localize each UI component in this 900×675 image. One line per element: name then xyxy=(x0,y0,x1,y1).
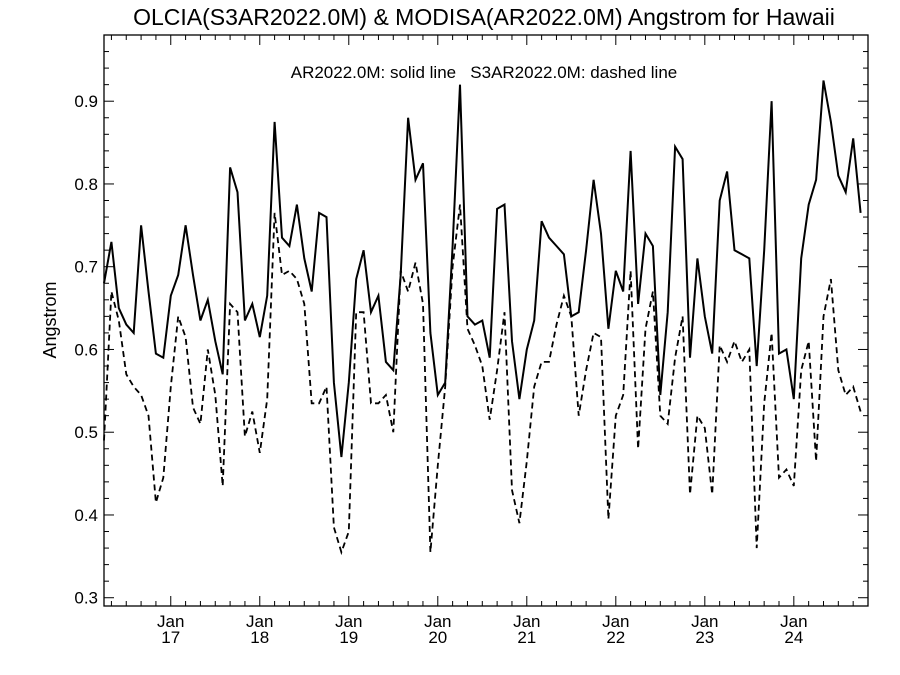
x-tick-label-month: Jan xyxy=(691,612,718,631)
x-tick-label-month: Jan xyxy=(780,612,807,631)
x-tick-label-month: Jan xyxy=(424,612,451,631)
series-line-s3ar2022-0m xyxy=(103,204,862,556)
y-tick-label: 0.9 xyxy=(74,92,98,111)
x-tick-label-year: 19 xyxy=(339,628,358,647)
x-tick-label-year: 24 xyxy=(784,628,803,647)
x-tick-label-year: 18 xyxy=(250,628,269,647)
series-layer xyxy=(103,80,862,556)
y-tick-label: 0.7 xyxy=(74,258,98,277)
chart-title: OLCIA(S3AR2022.0M) & MODISA(AR2022.0M) A… xyxy=(133,4,835,30)
y-tick-label: 0.6 xyxy=(74,340,98,359)
axes: 0.30.40.50.60.70.80.9Jan17Jan18Jan19Jan2… xyxy=(74,34,869,647)
x-tick-label-year: 17 xyxy=(161,628,180,647)
series-annotation: AR2022.0M: solid line S3AR2022.0M: dashe… xyxy=(291,63,678,82)
x-tick-label-month: Jan xyxy=(335,612,362,631)
y-tick-label: 0.8 xyxy=(74,175,98,194)
x-tick-label-month: Jan xyxy=(246,612,273,631)
y-tick-label: 0.5 xyxy=(74,423,98,442)
plot-frame xyxy=(103,34,869,607)
y-axis-label: Angstrom xyxy=(40,281,60,358)
x-tick-label-year: 21 xyxy=(517,628,536,647)
x-tick-label-month: Jan xyxy=(513,612,540,631)
x-tick-label-month: Jan xyxy=(602,612,629,631)
x-tick-label-year: 23 xyxy=(695,628,714,647)
y-tick-label: 0.3 xyxy=(74,589,98,608)
series-line-ar2022-0m xyxy=(103,80,862,458)
y-tick-label: 0.4 xyxy=(74,506,98,525)
x-tick-label-year: 20 xyxy=(428,628,447,647)
x-tick-label-year: 22 xyxy=(606,628,625,647)
x-tick-label-month: Jan xyxy=(157,612,184,631)
